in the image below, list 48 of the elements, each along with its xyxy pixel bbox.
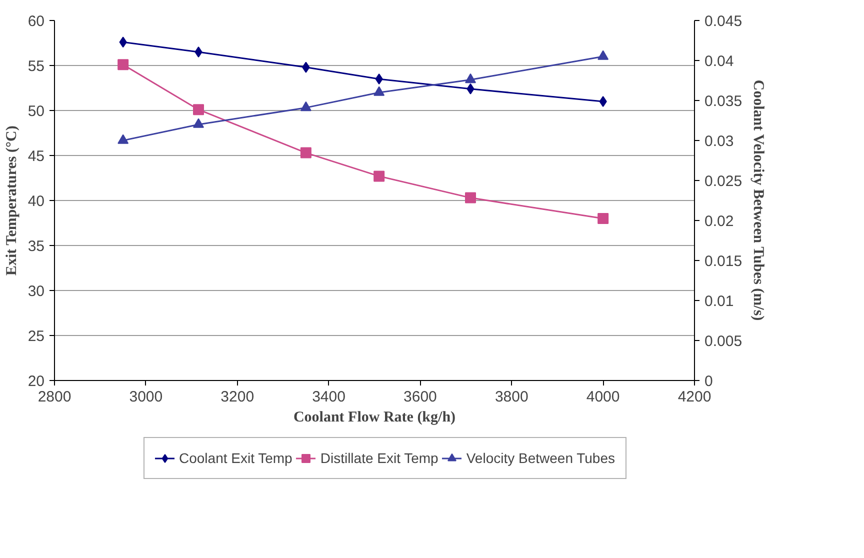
point <box>194 46 202 58</box>
y-axis-title: Exit Temperatures (°C) <box>4 126 20 276</box>
y2-tick-label: 0.025 <box>704 173 742 190</box>
point <box>375 74 383 84</box>
y-tick-label: 55 <box>28 58 45 75</box>
y-tick-label: 60 <box>28 13 45 30</box>
y-tick-label: 45 <box>28 148 45 165</box>
point <box>598 50 609 60</box>
point <box>300 101 312 112</box>
x-tick-label: 4200 <box>678 388 712 406</box>
x-tick-label: 3400 <box>312 388 346 406</box>
y2-tick-label: 0.02 <box>704 213 734 230</box>
y-tick-label: 25 <box>28 328 45 345</box>
y-tick-label: 50 <box>28 103 45 120</box>
point <box>599 96 607 107</box>
y-tick-label: 30 <box>28 283 45 300</box>
x-tick-label: 2800 <box>38 388 72 406</box>
point <box>118 134 129 144</box>
y2-tick-label: 0.035 <box>704 93 742 110</box>
point <box>465 192 476 204</box>
y2-tick-label: 0 <box>704 373 713 390</box>
y-tick-label: 35 <box>28 238 45 255</box>
x-tick-label: 3200 <box>220 388 254 406</box>
legend-label: Coolant Exit Temp <box>178 450 292 466</box>
x-tick-label: 4000 <box>586 388 620 406</box>
y2-tick-label: 0.03 <box>704 133 734 150</box>
y2-axis-title: Coolant Velocity Between Tubes (m/s) <box>750 80 766 321</box>
point <box>193 104 204 116</box>
point <box>374 170 385 182</box>
point <box>300 147 312 158</box>
y2-tick-label: 0.005 <box>704 333 742 350</box>
point <box>374 86 385 96</box>
y2-tick-label: 0.01 <box>704 293 734 310</box>
y2-tick-label: 0.04 <box>704 53 734 70</box>
point <box>598 213 609 224</box>
y2-tick-label: 0.045 <box>704 13 742 30</box>
x-tick-label: 3600 <box>404 388 437 406</box>
x-tick-label: 3800 <box>494 388 528 406</box>
x-axis-title: Coolant Flow Rate (kg/h) <box>293 410 456 426</box>
x-tick-label: 3000 <box>129 388 163 406</box>
legend-label: Velocity Between Tubes <box>466 450 616 466</box>
y-tick-label: 40 <box>28 193 45 210</box>
y2-tick-label: 0.015 <box>704 253 742 270</box>
y-tick-label: 20 <box>28 373 45 390</box>
legend-label: Distillate Exit Temp <box>320 450 438 466</box>
point <box>118 59 129 70</box>
point <box>465 73 476 84</box>
point <box>193 118 204 128</box>
